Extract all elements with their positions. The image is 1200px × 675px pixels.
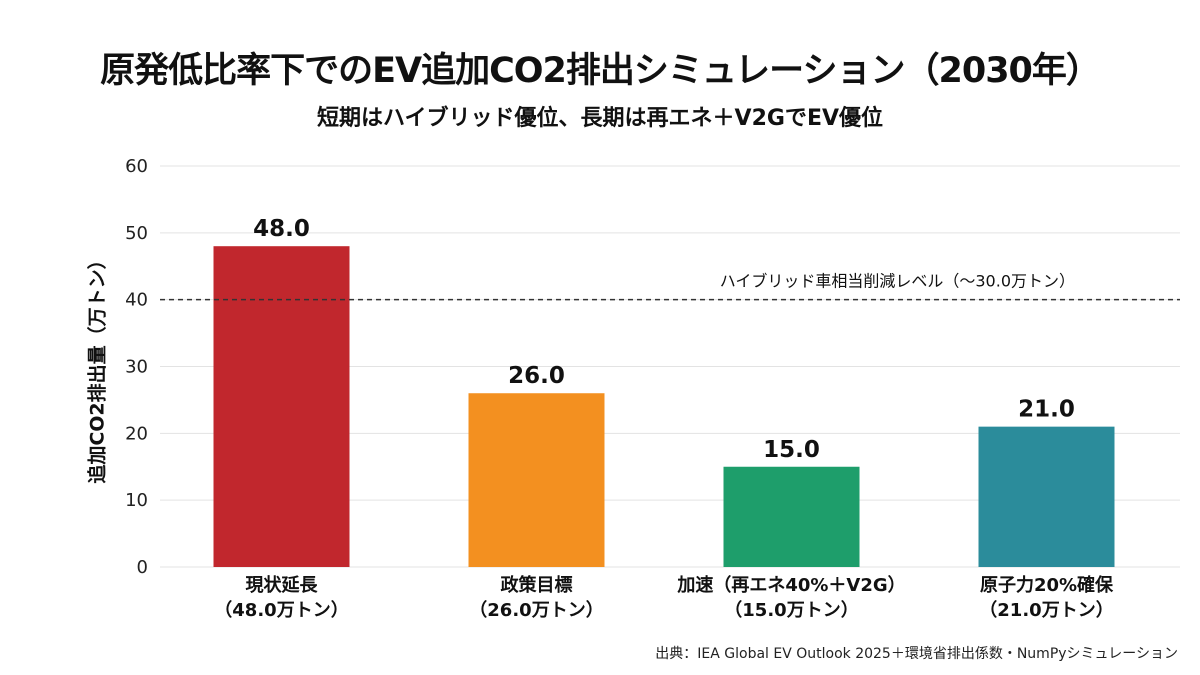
x-tick-label-line: （26.0万トン）: [469, 600, 604, 621]
x-tick-label-line: 原子力20%確保: [979, 575, 1114, 596]
x-tick-label-line: 政策目標: [500, 575, 573, 596]
y-tick-label: 60: [125, 156, 148, 177]
bar: [468, 393, 605, 567]
reference-line-label: ハイブリッド車相当削減レベル（〜30.0万トン）: [720, 272, 1075, 291]
y-tick-label: 20: [125, 423, 148, 444]
y-tick-label: 30: [125, 357, 148, 378]
data-label: 21.0: [1018, 397, 1075, 423]
bar: [213, 246, 350, 567]
x-tick-label-line: 現状延長: [245, 575, 318, 596]
x-tick-label: 加速（再エネ40%＋V2G） （15.0万トン）: [672, 573, 912, 623]
y-tick-label: 50: [125, 223, 148, 244]
x-tick-label: 現状延長 （48.0万トン）: [162, 573, 402, 623]
data-label: 15.0: [763, 437, 820, 463]
chart-subtitle: 短期はハイブリッド優位、長期は再エネ＋V2GでEV優位: [316, 106, 883, 131]
chart-title: 原発低比率下でのEV追加CO2排出シミュレーション（2030年）: [100, 51, 1101, 91]
y-tick-label: 10: [125, 490, 148, 511]
x-tick-label: 政策目標 （26.0万トン）: [417, 573, 657, 623]
y-tick-label: 0: [137, 557, 148, 578]
y-tick-label: 40: [125, 290, 148, 311]
x-tick-label: 原子力20%確保 （21.0万トン）: [927, 573, 1167, 623]
data-label: 26.0: [508, 363, 565, 389]
x-tick-label-line: （48.0万トン）: [214, 600, 349, 621]
data-label: 48.0: [253, 216, 310, 242]
x-tick-label-line: （21.0万トン）: [979, 600, 1114, 621]
bar: [978, 426, 1115, 567]
x-tick-label-line: 加速（再エネ40%＋V2G）: [677, 575, 906, 596]
bar: [723, 466, 860, 567]
source-note: 出典：IEA Global EV Outlook 2025＋環境省排出係数・Nu…: [655, 646, 1178, 662]
x-tick-label-line: （15.0万トン）: [724, 600, 859, 621]
